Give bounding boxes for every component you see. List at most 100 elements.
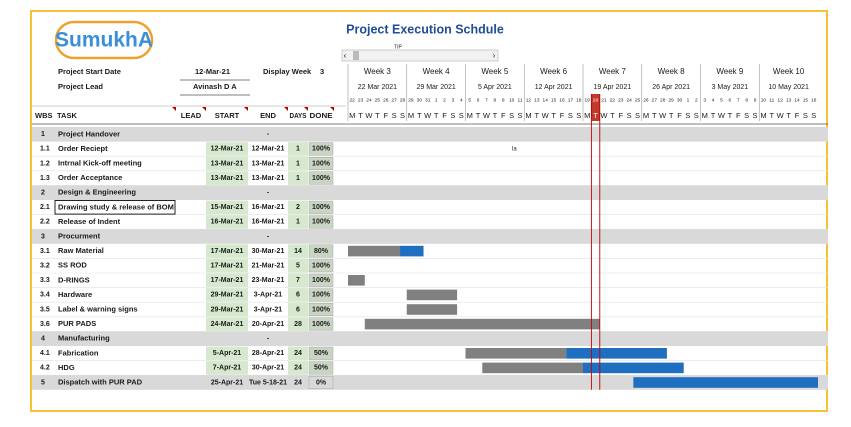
done-value: 100% xyxy=(312,306,331,313)
day-number: 5 xyxy=(468,97,471,103)
end-value: - xyxy=(267,336,270,343)
bar-remaining xyxy=(633,377,818,388)
week-label: Week 4 xyxy=(423,67,451,76)
day-number: 26 xyxy=(643,97,649,103)
day-number: 16 xyxy=(811,97,817,103)
scrollbar[interactable] xyxy=(341,49,499,62)
bar-done xyxy=(465,348,567,359)
done-value: 80% xyxy=(314,248,329,255)
task: Dispatch with PUR PAD xyxy=(58,377,143,386)
day-number: 1 xyxy=(435,97,438,103)
end-value: 20-Apr-21 xyxy=(252,321,284,328)
weekday-letter: S xyxy=(568,111,573,120)
end-value: - xyxy=(267,190,270,197)
end-value: - xyxy=(267,233,270,240)
weekday-letter: F xyxy=(501,111,506,120)
day-number: 14 xyxy=(794,97,800,103)
week-date: 10 May 2021 xyxy=(768,84,809,91)
task: Hardware xyxy=(58,290,92,299)
weekday-letter: T xyxy=(493,111,498,120)
days-value: 14 xyxy=(294,248,302,255)
scroll-right[interactable]: › xyxy=(493,51,496,60)
task: Intrnal Kick-off meeting xyxy=(58,158,142,167)
done-value: 100% xyxy=(312,146,331,153)
weekday-letter: F xyxy=(442,111,447,120)
bar-done xyxy=(364,318,600,330)
week-date: 29 Mar 2021 xyxy=(416,84,455,91)
day-number: 24 xyxy=(366,97,372,103)
days-value: 2 xyxy=(296,204,300,211)
task: Manufacturing xyxy=(58,334,110,343)
day-number: 12 xyxy=(526,97,532,103)
wbs: 2.2 xyxy=(40,219,50,226)
day-number: 3 xyxy=(703,97,706,103)
weekday-letter: F xyxy=(560,111,565,120)
column-header: LEAD xyxy=(181,111,202,120)
comment-flag xyxy=(304,107,308,111)
comment-flag xyxy=(202,107,206,111)
days-cell xyxy=(288,288,308,302)
start-cell xyxy=(206,200,248,215)
bar-done xyxy=(406,304,458,315)
weekday-letter: F xyxy=(618,111,623,120)
wbs: 3.6 xyxy=(40,321,50,328)
start-value: 17-Mar-21 xyxy=(211,263,244,270)
days-cell xyxy=(288,244,308,258)
info-label: Project Start Date xyxy=(58,67,121,76)
week-label: Week 9 xyxy=(716,67,744,76)
day-number: 15 xyxy=(551,97,557,103)
start-cell xyxy=(206,361,248,375)
task: Raw Material xyxy=(58,246,104,255)
weekday-letter: W xyxy=(718,111,726,120)
weekday-letter: M xyxy=(702,111,708,120)
start-cell xyxy=(206,215,248,229)
done-cell xyxy=(308,273,334,287)
day-number: 17 xyxy=(568,97,574,103)
weekday-letter: F xyxy=(795,111,800,120)
scroll-thumb[interactable] xyxy=(353,51,359,60)
section-band xyxy=(32,185,828,200)
wbs: 5 xyxy=(41,379,45,386)
done-cell xyxy=(308,156,334,170)
end-value: Tue 5-18-21 xyxy=(249,379,287,386)
start-value: 7-Apr-21 xyxy=(213,365,242,372)
weekday-letter: M xyxy=(760,111,766,120)
day-number: 7 xyxy=(737,97,740,103)
comment-flag xyxy=(244,107,248,111)
note: la xyxy=(512,146,517,152)
column-header: TASK xyxy=(57,111,77,120)
bar-remaining xyxy=(566,348,667,359)
weekday-letter: T xyxy=(652,111,657,120)
day-number: 10 xyxy=(509,97,515,103)
done-cell xyxy=(308,200,334,214)
day-number: 29 xyxy=(668,97,674,103)
wbs: 3.4 xyxy=(40,292,50,299)
section-band xyxy=(32,375,828,390)
task: Design & Engineering xyxy=(58,188,136,197)
column-header: END xyxy=(260,111,276,120)
wbs: 2.1 xyxy=(40,204,50,211)
day-number: 10 xyxy=(761,97,767,103)
end-value: 21-Mar-21 xyxy=(252,263,285,270)
end-value: 30-Apr-21 xyxy=(252,365,284,372)
wbs: 3.5 xyxy=(40,306,50,313)
week-label: Week 10 xyxy=(773,67,805,76)
day-number: 28 xyxy=(400,97,406,103)
start-cell xyxy=(206,273,248,288)
done-value: 100% xyxy=(312,321,331,328)
day-number: 31 xyxy=(425,97,431,103)
days-cell xyxy=(288,200,308,215)
bar-done xyxy=(348,245,401,257)
start-value: 15-Mar-21 xyxy=(211,204,244,211)
start-cell xyxy=(206,156,248,171)
end-value: 16-Mar-21 xyxy=(252,204,285,211)
scroll-left[interactable]: ‹ xyxy=(344,51,347,60)
days-cell xyxy=(288,302,308,317)
weekday-letter: T xyxy=(417,111,422,120)
week-date: 5 Apr 2021 xyxy=(478,84,512,91)
day-number: 1 xyxy=(687,97,690,103)
done-cell xyxy=(308,171,334,185)
weekday-letter: T xyxy=(610,111,615,120)
day-number: 22 xyxy=(350,97,356,103)
